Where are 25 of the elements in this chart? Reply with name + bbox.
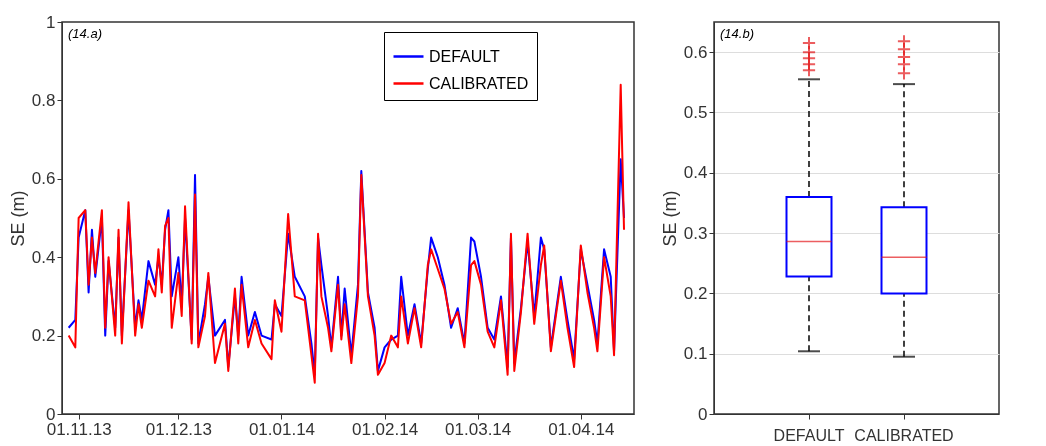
y-axis-title: SE (m): [7, 190, 28, 247]
y-tick-label: 0.6: [31, 169, 56, 189]
y-tick-label: 0.2: [31, 326, 56, 346]
x-tick-label: CALIBRATED: [854, 426, 954, 444]
x-tick-label: 01.12.13: [145, 419, 212, 439]
y-tick-label: 0.8: [31, 90, 56, 110]
legend-label: DEFAULT: [429, 47, 501, 65]
y-tick-label: 0.2: [683, 283, 708, 303]
annotation: (14.b): [720, 26, 754, 41]
y-tick-label: 0.4: [31, 247, 56, 267]
y-tick-label: 1: [46, 12, 56, 32]
x-tick-label: 01.04.14: [548, 419, 615, 439]
legend-label: CALIBRATED: [429, 74, 529, 92]
x-tick-label: 01.02.14: [351, 419, 419, 439]
y-tick-label: 0.6: [683, 42, 708, 62]
x-tick-label: 01.01.14: [248, 419, 316, 439]
x-tick-label: DEFAULT: [773, 426, 845, 444]
y-axis-title: SE (m): [659, 190, 680, 247]
y-tick-label: 0.1: [683, 344, 708, 364]
y-tick-label: 0.3: [683, 223, 708, 243]
y-tick-label: 0.4: [683, 163, 708, 183]
annotation: (14.a): [68, 26, 102, 41]
y-tick-label: 0: [698, 404, 708, 424]
y-tick-label: 0.5: [683, 102, 708, 122]
x-tick-label: 01.03.14: [445, 419, 512, 439]
